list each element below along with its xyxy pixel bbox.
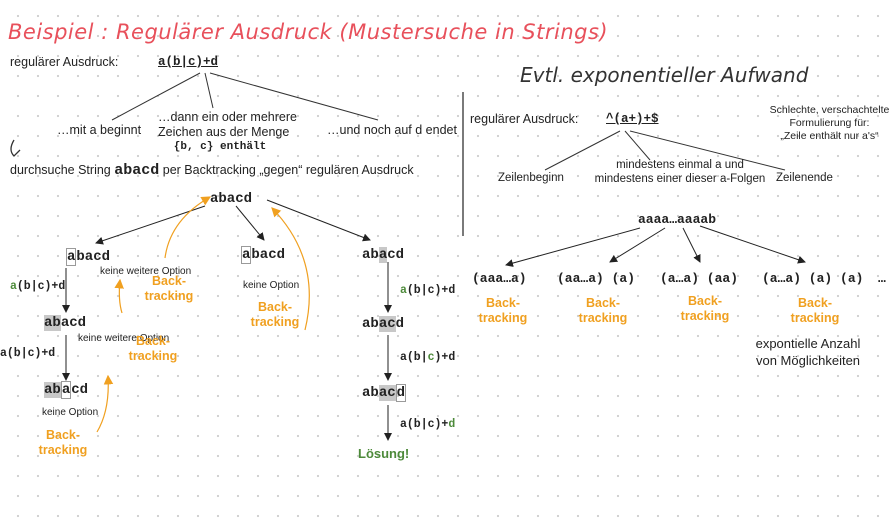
backtracking-label: Back-tracking <box>790 296 840 325</box>
node-1: abacd <box>66 248 111 266</box>
no-option-2: keine weitere Option <box>78 333 170 344</box>
solution-label: Lösung! <box>358 446 410 461</box>
label-zeilenende: Zeilenende <box>776 172 833 184</box>
no-option-3: keine Option <box>42 407 99 418</box>
right-regex-label: regulärer Ausdruck: <box>470 112 579 126</box>
no-option-4: keine Option <box>243 280 300 291</box>
regex-step: a(b|c)+d <box>10 280 66 293</box>
node-6: abacd <box>362 316 405 332</box>
part-a-text: …mit a beginnt <box>57 123 142 137</box>
exp-note: expontielle Anzahl von Möglichkeiten <box>755 336 861 368</box>
page-title: Beispiel : Regulärer Ausdruck (Mustersuc… <box>8 20 609 44</box>
node-5: abacd <box>362 247 405 263</box>
option-4: (a…a) (a) (a) <box>762 271 864 286</box>
part-d-text: …und noch auf d endet <box>327 123 457 137</box>
right-title: Evtl. exponentieller Aufwand <box>520 63 809 87</box>
part-bc-text: …dann ein oder mehrere Zeichen aus der Me… <box>158 110 297 153</box>
node-3: abacd <box>44 381 89 399</box>
right-regex-pattern: ^(a+)+$ <box>606 112 659 126</box>
backtracking-label: Back-tracking <box>128 334 178 363</box>
tree-root: abacd <box>210 191 253 207</box>
regex-step: a(b|c)+d <box>400 284 456 297</box>
label-mindestens: mindestens einmal a und mindestens einer … <box>594 159 766 185</box>
backtracking-label: Back-tracking <box>38 428 88 457</box>
regex-step: a(b|c)+d <box>400 418 456 431</box>
regex-label: regulärer Ausdruck: <box>10 55 119 69</box>
option-1: (aaa…a) <box>472 271 527 286</box>
node-2: abacd <box>44 315 87 331</box>
regex-step: a(b|c)+d <box>400 351 456 364</box>
option-3: (a…a) (aa) <box>660 271 739 286</box>
backtracking-label: Back-tracking <box>478 296 528 325</box>
right-root: aaaa…aaaab <box>638 212 717 227</box>
regex-step: a(b|c)+d <box>0 347 56 360</box>
backtracking-label: Back-tracking <box>250 300 300 329</box>
search-description: durchsuche String abacd per Backtracking… <box>10 162 414 179</box>
node-4: abacd <box>241 246 286 264</box>
regex-pattern: a(b|c)+d <box>158 55 219 69</box>
backtracking-label: Back-tracking <box>578 296 628 325</box>
right-note: Schlechte, verschachtelte Formulierung fü… <box>769 104 890 142</box>
option-more: … <box>878 271 886 286</box>
backtracking-label: Back-tracking <box>144 274 194 303</box>
backtracking-label: Back-tracking <box>680 294 730 323</box>
node-7: abacd <box>362 384 407 402</box>
option-2: (aa…a) (a) <box>557 271 636 286</box>
no-option-1: keine weitere Option <box>100 266 192 277</box>
label-zeilenbeginn: Zeilenbeginn <box>498 172 564 184</box>
